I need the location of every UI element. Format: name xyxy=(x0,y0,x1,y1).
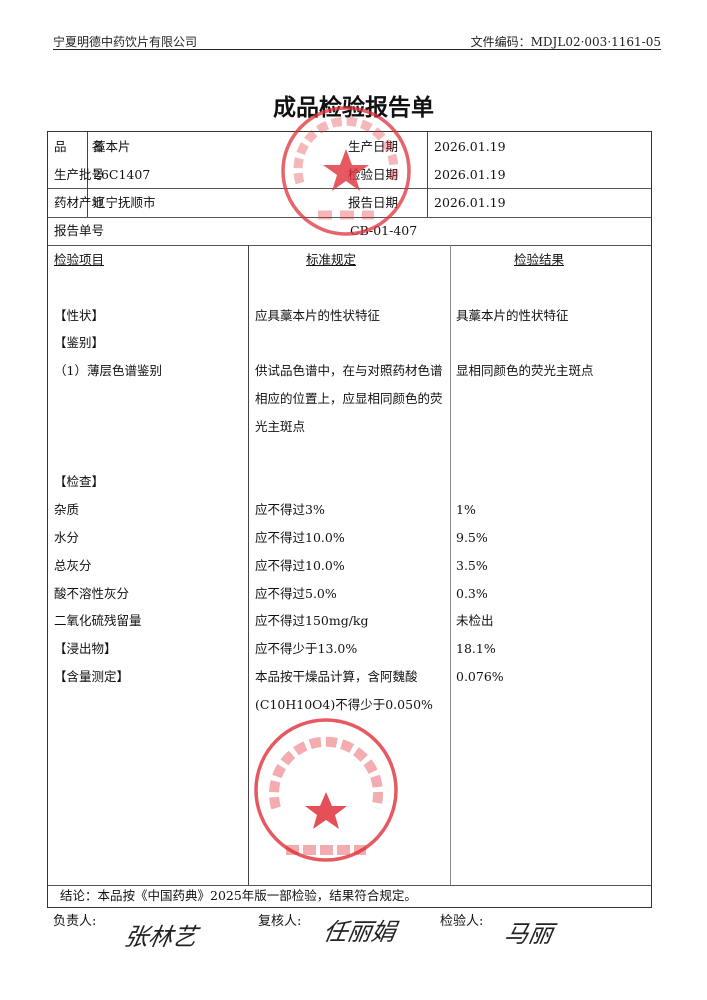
test-item: 杂质 xyxy=(54,502,80,518)
production-date-label: 生产日期 xyxy=(348,139,399,154)
reviewer-label: 复核人: xyxy=(258,914,302,929)
standard-text: 本品按干燥品计算，含阿魏酸 xyxy=(255,669,418,684)
test-item: 【性状】 xyxy=(54,307,105,323)
standard-text: 相应的位置上，应显相同颜色的荧 xyxy=(255,391,443,406)
result-text: 显相同颜色的荧光主斑点 xyxy=(456,363,594,379)
standard-text: 应不得过10.0% xyxy=(255,530,345,545)
responsible-label: 负责人: xyxy=(53,914,97,929)
inspector-label: 检验人: xyxy=(440,914,484,929)
result-text: 9.5% xyxy=(456,530,488,545)
production-date-value: 2026.01.19 xyxy=(434,139,506,154)
result-text: 0.3% xyxy=(456,585,488,601)
company-name: 宁夏明德中药饮片有限公司 xyxy=(53,35,198,49)
test-item: 【浸出物】 xyxy=(54,641,117,657)
result-text: 1% xyxy=(456,502,476,518)
report-date-label: 报告日期 xyxy=(348,195,399,210)
standard-text: 应不得过10.0% xyxy=(255,557,345,573)
batch-value: 26C1407 xyxy=(93,167,151,182)
reviewer-signature: 任丽娟 xyxy=(321,918,399,946)
conclusion: 结论：本品按《中国药典》2025年版一部检验，结果符合规定。 xyxy=(60,888,417,903)
report-date-value: 2026.01.19 xyxy=(434,195,506,210)
product-label: 品 名 xyxy=(54,139,105,154)
test-item: （1）薄层色谱鉴别 xyxy=(54,363,162,379)
report-table: 品 名 藁本片 生产批号 26C1407 药材产地 辽宁抚顺市 生产日期 202… xyxy=(47,131,652,908)
standard-text-rest: 不得少于0.050% xyxy=(335,696,433,712)
standard-text: 光主斑点 xyxy=(255,418,306,434)
test-date-value: 2026.01.19 xyxy=(434,167,506,182)
standard-text: 应具藁本片的性状特征 xyxy=(255,307,381,323)
responsible-signature: 张林艺 xyxy=(122,923,200,951)
result-text: 未检出 xyxy=(456,613,494,629)
divider xyxy=(427,132,428,217)
header-divider xyxy=(53,49,661,50)
test-item: 总灰分 xyxy=(54,557,92,573)
test-date-label: 检验日期 xyxy=(348,167,399,182)
result-text: 18.1% xyxy=(456,641,496,657)
test-item: 【含量测定】 xyxy=(54,669,130,684)
test-item-header: 检验项目 xyxy=(54,252,105,267)
test-item: 【检查】 xyxy=(54,474,105,490)
test-item: 水分 xyxy=(54,530,80,545)
standard-text: 应不得过3% xyxy=(255,502,325,518)
inspector-signature: 马丽 xyxy=(502,920,556,948)
divider xyxy=(87,132,88,217)
standard-text: (C10H10O4)不得少于0.050% xyxy=(255,692,433,718)
product-value: 藁本片 xyxy=(93,139,131,154)
report-no-label: 报告单号 xyxy=(54,223,105,238)
origin-value: 辽宁抚顺市 xyxy=(93,195,156,210)
batch-label: 生产批号 xyxy=(54,167,105,182)
report-no-value: CB-01-407 xyxy=(350,223,418,238)
result-text: 0.076% xyxy=(456,669,504,684)
divider xyxy=(48,188,651,189)
chemical-formula: (C10H10O4) xyxy=(255,696,336,712)
result-text: 具藁本片的性状特征 xyxy=(456,307,569,323)
divider xyxy=(248,245,249,885)
standard-text: 应不得少于13.0% xyxy=(255,641,358,657)
test-item: 酸不溶性灰分 xyxy=(54,585,130,601)
document-code: 文件编码：MDJL02·003·1161-05 xyxy=(470,35,661,49)
test-item: 【鉴别】 xyxy=(54,335,105,351)
standard-header: 标准规定 xyxy=(306,252,357,267)
result-text: 3.5% xyxy=(456,557,488,573)
result-header: 检验结果 xyxy=(514,252,565,267)
divider xyxy=(450,245,451,885)
test-item: 二氧化硫残留量 xyxy=(54,613,142,629)
page-title: 成品检验报告单 xyxy=(273,95,434,121)
standard-text: 应不得过150mg/kg xyxy=(255,613,369,629)
divider xyxy=(48,245,651,246)
origin-label: 药材产地 xyxy=(54,195,105,210)
standard-text: 供试品色谱中，在与对照药材色谱 xyxy=(255,363,443,379)
divider xyxy=(48,885,651,886)
standard-text: 应不得过5.0% xyxy=(255,585,337,601)
